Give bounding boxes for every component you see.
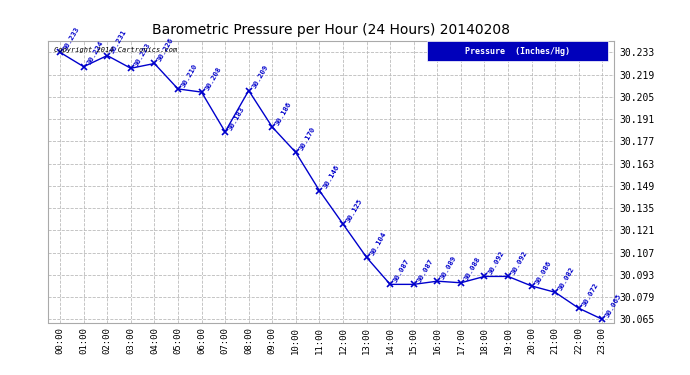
Text: 30.087: 30.087 (416, 258, 435, 284)
Text: 30.223: 30.223 (133, 42, 152, 68)
Text: 30.186: 30.186 (275, 100, 293, 126)
Text: 30.224: 30.224 (86, 40, 104, 66)
Text: 30.233: 30.233 (63, 26, 81, 52)
Text: 30.092: 30.092 (486, 250, 505, 276)
Text: 30.170: 30.170 (298, 126, 317, 152)
Text: 30.086: 30.086 (534, 260, 552, 285)
Title: Barometric Pressure per Hour (24 Hours) 20140208: Barometric Pressure per Hour (24 Hours) … (152, 23, 510, 37)
Text: 30.183: 30.183 (228, 105, 246, 131)
Text: 30.072: 30.072 (581, 282, 600, 308)
Text: 30.146: 30.146 (322, 164, 340, 190)
Text: Copyright 2014 Cartronics.com: Copyright 2014 Cartronics.com (54, 47, 177, 53)
Text: 30.125: 30.125 (345, 198, 364, 223)
Text: 30.088: 30.088 (463, 256, 482, 282)
Text: 30.089: 30.089 (440, 255, 458, 280)
Text: 30.104: 30.104 (369, 231, 387, 256)
Text: Pressure  (Inches/Hg): Pressure (Inches/Hg) (466, 46, 571, 56)
Text: 30.087: 30.087 (393, 258, 411, 284)
Text: 30.082: 30.082 (558, 266, 576, 291)
Text: 30.209: 30.209 (251, 64, 269, 90)
Text: 30.065: 30.065 (604, 293, 623, 318)
Text: 30.226: 30.226 (157, 37, 175, 63)
Text: 30.092: 30.092 (511, 250, 529, 276)
Text: 30.231: 30.231 (110, 29, 128, 55)
Text: 30.208: 30.208 (204, 66, 222, 91)
Text: 30.210: 30.210 (180, 62, 199, 88)
FancyBboxPatch shape (427, 41, 609, 61)
